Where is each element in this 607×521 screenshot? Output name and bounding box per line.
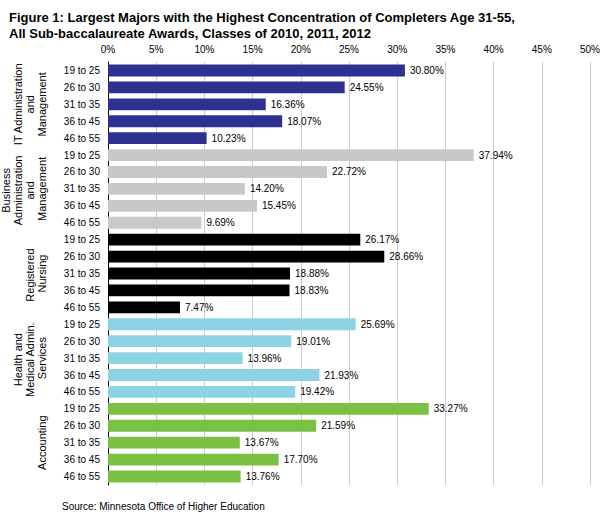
svg-text:36 to 45: 36 to 45 (64, 116, 101, 127)
svg-text:13.76%: 13.76% (246, 471, 280, 482)
svg-text:26 to 30: 26 to 30 (64, 251, 101, 262)
svg-text:18.83%: 18.83% (295, 285, 329, 296)
svg-text:31 to 35: 31 to 35 (64, 99, 101, 110)
svg-text:31 to 35: 31 to 35 (64, 183, 101, 194)
svg-text:10%: 10% (194, 44, 214, 55)
svg-text:13.67%: 13.67% (245, 437, 279, 448)
svg-text:26.17%: 26.17% (365, 234, 399, 245)
svg-text:36 to 45: 36 to 45 (64, 370, 101, 381)
svg-text:21.59%: 21.59% (321, 420, 355, 431)
svg-text:20%: 20% (291, 44, 311, 55)
svg-text:and: and (24, 178, 36, 199)
svg-text:19.42%: 19.42% (300, 386, 334, 397)
svg-text:and: and (24, 92, 36, 116)
svg-text:45%: 45% (532, 44, 552, 55)
svg-text:15.45%: 15.45% (262, 200, 296, 211)
svg-text:46 to 55: 46 to 55 (64, 133, 101, 144)
svg-text:18.07%: 18.07% (287, 116, 321, 127)
svg-text:IT Administration: IT Administration (12, 63, 24, 145)
svg-text:19 to 25: 19 to 25 (64, 65, 101, 76)
svg-text:24.55%: 24.55% (350, 82, 384, 93)
svg-text:25.69%: 25.69% (361, 319, 395, 330)
svg-text:9.69%: 9.69% (206, 217, 234, 228)
svg-text:22.72%: 22.72% (332, 166, 366, 177)
svg-text:30.80%: 30.80% (410, 65, 444, 76)
svg-text:36 to 45: 36 to 45 (64, 200, 101, 211)
svg-text:10.23%: 10.23% (212, 133, 246, 144)
svg-text:0%: 0% (101, 44, 116, 55)
svg-text:31 to 35: 31 to 35 (64, 437, 101, 448)
svg-text:36 to 45: 36 to 45 (64, 454, 101, 465)
svg-text:46 to 55: 46 to 55 (64, 386, 101, 397)
svg-text:Source: Minnesota Office of Hi: Source: Minnesota Office of Higher Educa… (62, 501, 265, 512)
svg-text:Figure 1: Largest Majors with: Figure 1: Largest Majors with the Highes… (9, 10, 519, 25)
svg-text:Management: Management (36, 157, 48, 221)
svg-text:50%: 50% (580, 44, 600, 55)
svg-text:13.96%: 13.96% (248, 353, 282, 364)
svg-text:26 to 30: 26 to 30 (64, 420, 101, 431)
svg-text:15%: 15% (243, 44, 263, 55)
svg-text:19.01%: 19.01% (296, 336, 330, 347)
svg-text:Nursing: Nursing (36, 255, 48, 293)
svg-text:7.47%: 7.47% (185, 302, 213, 313)
svg-text:Registered: Registered (24, 245, 36, 301)
svg-text:19 to 25: 19 to 25 (64, 403, 101, 414)
svg-text:36 to 45: 36 to 45 (64, 285, 101, 296)
svg-text:14.20%: 14.20% (250, 183, 284, 194)
svg-text:35%: 35% (435, 44, 455, 55)
svg-text:19 to 25: 19 to 25 (64, 234, 101, 245)
svg-text:46 to 55: 46 to 55 (64, 471, 101, 482)
svg-text:46 to 55: 46 to 55 (64, 302, 101, 313)
svg-text:26 to 30: 26 to 30 (64, 336, 101, 347)
svg-text:Medical Admin.: Medical Admin. (24, 319, 36, 397)
svg-text:Business: Business (0, 165, 12, 213)
svg-text:5%: 5% (149, 44, 164, 55)
svg-text:31 to 35: 31 to 35 (64, 268, 101, 279)
svg-text:Administration: Administration (12, 153, 24, 226)
svg-text:46 to 55: 46 to 55 (64, 217, 101, 228)
svg-text:31 to 35: 31 to 35 (64, 353, 101, 364)
svg-text:26 to 30: 26 to 30 (64, 82, 101, 93)
svg-text:17.70%: 17.70% (284, 454, 318, 465)
svg-text:All Sub-baccalaureate Awards,: All Sub-baccalaureate Awards, Classes of… (9, 26, 371, 41)
svg-text:Services: Services (36, 337, 48, 380)
svg-text:26 to 30: 26 to 30 (64, 166, 101, 177)
svg-text:Accounting: Accounting (36, 415, 48, 469)
svg-text:25%: 25% (339, 44, 359, 55)
svg-text:Management: Management (36, 72, 48, 136)
svg-text:19 to 25: 19 to 25 (64, 150, 101, 161)
svg-text:18.88%: 18.88% (295, 268, 329, 279)
svg-text:40%: 40% (484, 44, 504, 55)
svg-text:28.66%: 28.66% (389, 251, 423, 262)
svg-text:30%: 30% (387, 44, 407, 55)
svg-text:Health and: Health and (12, 330, 24, 386)
svg-text:19 to 25: 19 to 25 (64, 319, 101, 330)
svg-text:16.36%: 16.36% (271, 99, 305, 110)
svg-text:33.27%: 33.27% (434, 403, 468, 414)
svg-text:21.93%: 21.93% (324, 370, 358, 381)
svg-text:37.94%: 37.94% (479, 150, 513, 161)
